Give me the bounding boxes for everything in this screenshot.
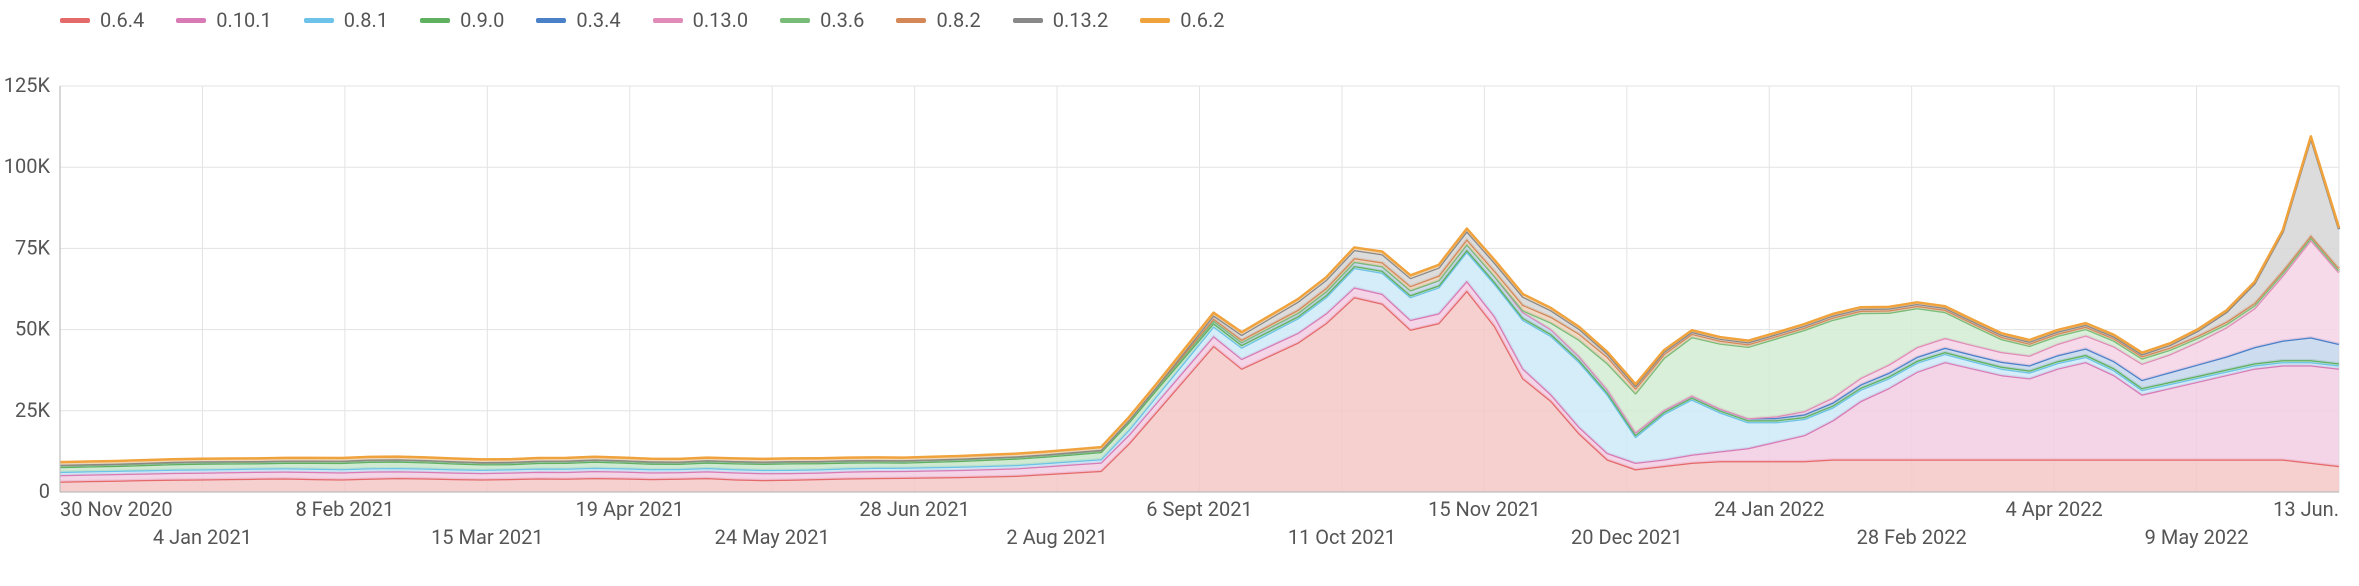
chart-legend: 0.6.4 0.10.1 0.8.1 0.9.0 0.3.4 0.13.0 0.3.6 0.8… (0, 0, 2359, 36)
legend-swatch (304, 18, 334, 23)
legend-swatch (896, 18, 926, 23)
legend-swatch (176, 18, 206, 23)
svg-text:15 Mar 2021: 15 Mar 2021 (431, 525, 543, 549)
legend-label: 0.6.2 (1180, 8, 1224, 32)
svg-text:8 Feb 2021: 8 Feb 2021 (295, 497, 394, 521)
svg-text:50K: 50K (15, 317, 50, 341)
svg-text:0: 0 (39, 479, 50, 503)
svg-text:4 Apr 2022: 4 Apr 2022 (2006, 497, 2103, 521)
legend-item[interactable]: 0.6.2 (1140, 8, 1224, 32)
svg-text:24 May 2021: 24 May 2021 (715, 525, 830, 549)
legend-label: 0.13.2 (1053, 8, 1109, 32)
legend-item[interactable]: 0.8.1 (304, 8, 388, 32)
legend-item[interactable]: 0.10.1 (176, 8, 272, 32)
svg-text:20 Dec 2021: 20 Dec 2021 (1571, 525, 1683, 549)
legend-label: 0.6.4 (100, 8, 144, 32)
svg-text:28 Jun 2021: 28 Jun 2021 (859, 497, 969, 521)
svg-text:4 Jan 2021: 4 Jan 2021 (153, 525, 252, 549)
svg-text:100K: 100K (4, 154, 51, 178)
svg-text:6 Sept 2021: 6 Sept 2021 (1146, 497, 1252, 521)
svg-text:28 Feb 2022: 28 Feb 2022 (1857, 525, 1967, 549)
svg-text:2 Aug 2021: 2 Aug 2021 (1006, 525, 1107, 549)
svg-text:25K: 25K (15, 398, 50, 422)
legend-label: 0.8.1 (344, 8, 388, 32)
svg-text:19 Apr 2021: 19 Apr 2021 (576, 497, 684, 521)
chart-svg: 0 25K 50K 75K 100K 125K 30 Nov 2020 4 Jan 2021 8… (0, 36, 2359, 582)
legend-item[interactable]: 0.9.0 (420, 8, 504, 32)
svg-text:15 Nov 2021: 15 Nov 2021 (1428, 497, 1541, 521)
plot-area: 0 25K 50K 75K 100K 125K 30 Nov 2020 4 Jan 2021 8… (0, 36, 2359, 582)
legend-item[interactable]: 0.3.6 (780, 8, 864, 32)
legend-label: 0.9.0 (460, 8, 504, 32)
svg-text:24 Jan 2022: 24 Jan 2022 (1714, 497, 1824, 521)
legend-item[interactable]: 0.13.0 (653, 8, 749, 32)
version-downloads-chart: 0.6.4 0.10.1 0.8.1 0.9.0 0.3.4 0.13.0 0.3.6 0.8… (0, 0, 2359, 582)
legend-label: 0.8.2 (936, 8, 980, 32)
svg-text:125K: 125K (4, 73, 51, 97)
svg-text:13 Jun.: 13 Jun. (2273, 497, 2339, 521)
legend-item[interactable]: 0.8.2 (896, 8, 980, 32)
legend-swatch (780, 18, 810, 23)
legend-swatch (60, 18, 90, 23)
svg-text:30 Nov 2020: 30 Nov 2020 (60, 497, 173, 521)
legend-item[interactable]: 0.13.2 (1013, 8, 1109, 32)
legend-swatch (1140, 18, 1170, 23)
legend-swatch (420, 18, 450, 23)
legend-swatch (1013, 18, 1043, 23)
legend-swatch (653, 18, 683, 23)
legend-label: 0.3.4 (576, 8, 620, 32)
legend-label: 0.10.1 (216, 8, 272, 32)
legend-label: 0.3.6 (820, 8, 864, 32)
svg-text:11 Oct 2021: 11 Oct 2021 (1288, 525, 1396, 549)
svg-text:75K: 75K (15, 235, 50, 259)
legend-label: 0.13.0 (693, 8, 749, 32)
legend-item[interactable]: 0.6.4 (60, 8, 144, 32)
legend-swatch (536, 18, 566, 23)
svg-text:9 May 2022: 9 May 2022 (2145, 525, 2249, 549)
legend-item[interactable]: 0.3.4 (536, 8, 620, 32)
